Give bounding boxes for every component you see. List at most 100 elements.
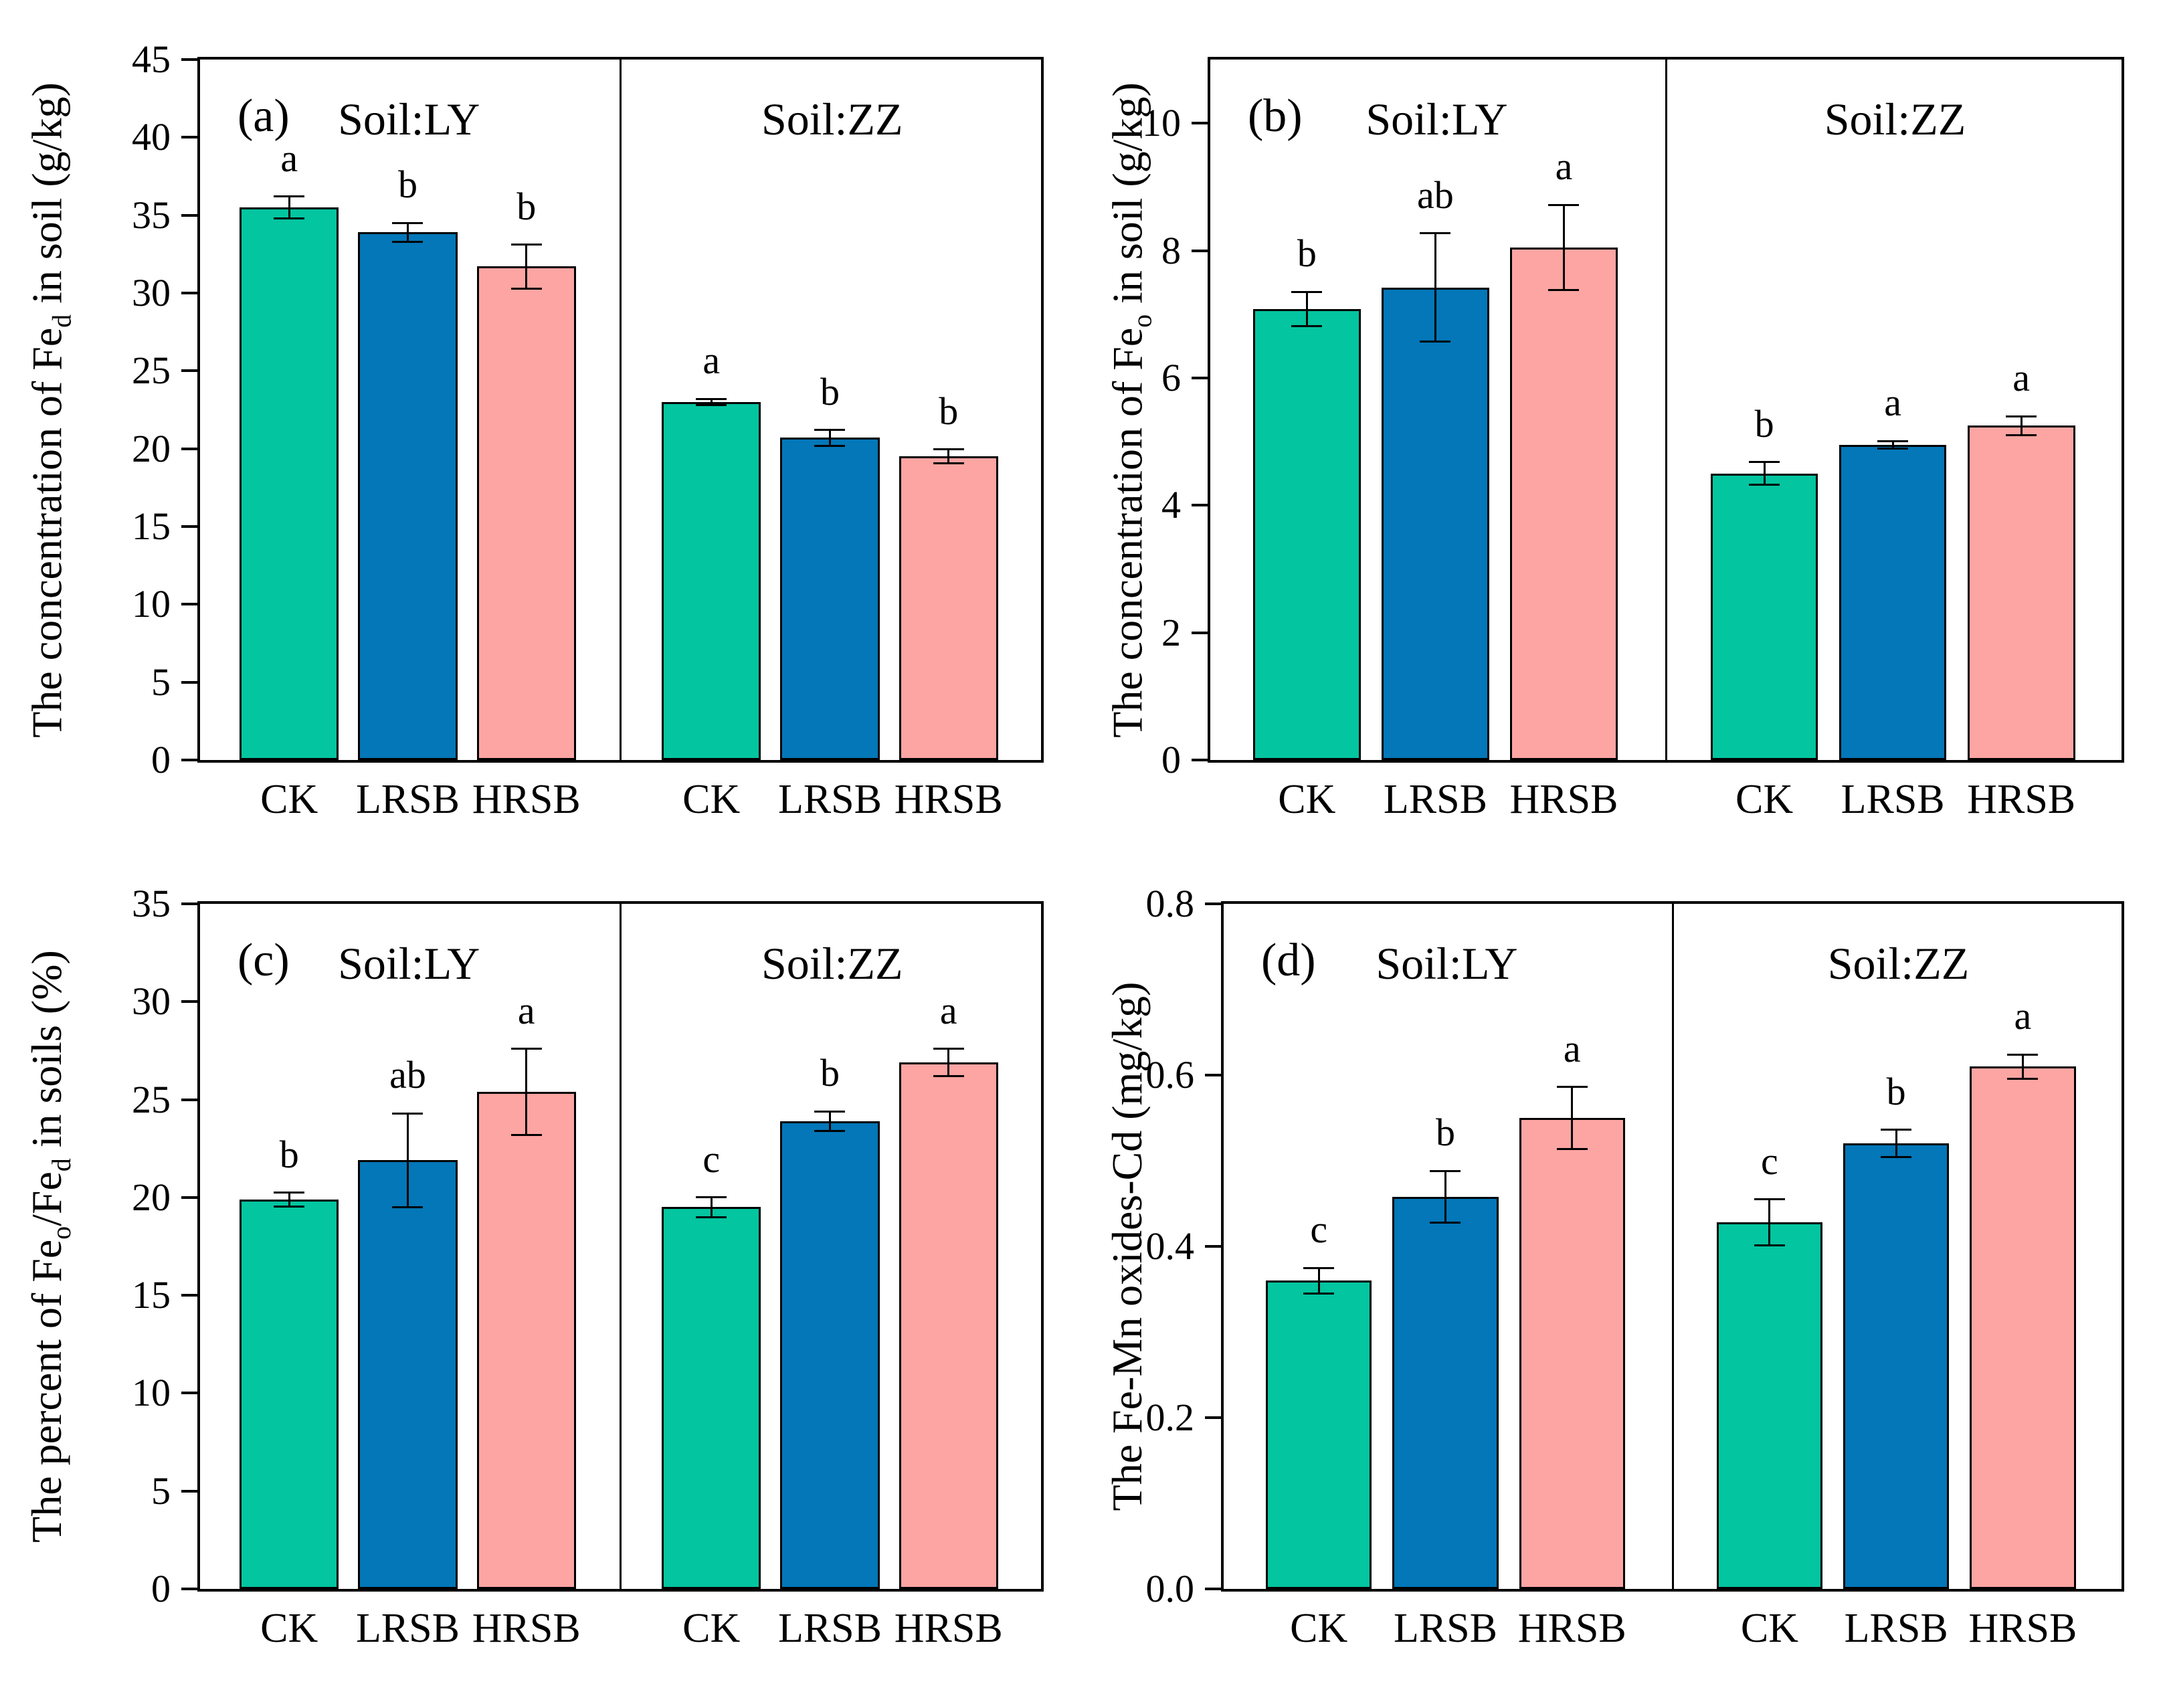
x-tick-label: CK bbox=[1290, 1606, 1348, 1651]
bar-ck-zz bbox=[1710, 473, 1818, 760]
y-tick-mark bbox=[1192, 249, 1208, 252]
significance-letter: a bbox=[1563, 1026, 1581, 1070]
y-tick-label: 20 bbox=[132, 426, 171, 470]
significance-letter: b bbox=[397, 163, 417, 207]
y-tick-label: 35 bbox=[132, 882, 171, 925]
error-bar-cap bbox=[933, 1074, 964, 1077]
y-tick-label: 25 bbox=[132, 1077, 171, 1121]
error-bar-cap bbox=[1548, 203, 1580, 206]
y-tick-mark bbox=[181, 136, 197, 139]
soil-group-title: Soil:ZZ bbox=[1827, 938, 1970, 989]
y-axis-label-text: The concentration of Fe bbox=[23, 327, 70, 738]
panel-d: The Fe-Mn oxides-Cd (mg/kg) c b a c b a 0.0 0.2 0… bbox=[1080, 854, 2161, 1707]
error-bar bbox=[1895, 1129, 1897, 1157]
bar-hrsb-zz bbox=[1970, 1066, 2076, 1589]
y-axis-label-text: /Fe bbox=[23, 1171, 70, 1226]
x-tick-label: HRSB bbox=[1509, 777, 1618, 822]
error-bar bbox=[1763, 462, 1766, 485]
soil-group-title: Soil:LY bbox=[338, 94, 480, 145]
x-tick-label: LRSB bbox=[777, 777, 882, 822]
error-bar bbox=[828, 1111, 831, 1131]
significance-letter: ab bbox=[1417, 173, 1454, 217]
y-tick-mark bbox=[1205, 1245, 1221, 1248]
error-bar bbox=[1317, 1268, 1320, 1294]
group-divider bbox=[620, 60, 622, 760]
error-bar-cap bbox=[510, 244, 542, 246]
error-bar-cap bbox=[696, 1216, 727, 1218]
panel-letter: (c) bbox=[238, 935, 290, 986]
y-tick-label: 20 bbox=[132, 1175, 171, 1219]
error-bar-cap bbox=[1430, 1169, 1461, 1172]
error-bar-cap bbox=[1556, 1147, 1588, 1150]
error-bar-cap bbox=[2006, 434, 2037, 437]
error-bar-cap bbox=[1754, 1198, 1785, 1201]
y-axis-label-subscript: d bbox=[46, 1158, 76, 1172]
x-tick-label: HRSB bbox=[1517, 1606, 1626, 1651]
error-bar-cap bbox=[1291, 325, 1323, 328]
significance-letter: a bbox=[939, 988, 957, 1032]
error-bar bbox=[710, 399, 713, 405]
y-tick-mark bbox=[1205, 903, 1221, 905]
x-tick-label: CK bbox=[682, 777, 741, 822]
x-tick-label: HRSB bbox=[1967, 777, 2076, 822]
bar-ck-zz bbox=[1716, 1222, 1823, 1589]
y-tick-label: 30 bbox=[132, 979, 171, 1024]
error-bar-cap bbox=[1881, 1129, 1912, 1131]
y-tick-mark bbox=[181, 525, 197, 528]
significance-letter: b bbox=[820, 1051, 840, 1095]
panel-letter: (a) bbox=[238, 90, 290, 142]
y-tick-label: 10 bbox=[1142, 101, 1181, 145]
error-bar-cap bbox=[274, 195, 305, 198]
panel-letter: (d) bbox=[1261, 935, 1316, 986]
y-axis-label-text: The percent of Fe bbox=[23, 1239, 70, 1543]
y-tick-mark bbox=[181, 447, 197, 450]
x-tick-label: LRSB bbox=[777, 1606, 882, 1651]
y-tick-mark bbox=[181, 1489, 197, 1493]
error-bar-cap bbox=[814, 429, 846, 432]
error-bar-cap bbox=[1420, 341, 1451, 343]
y-tick-mark bbox=[181, 1392, 197, 1395]
y-tick-mark bbox=[1205, 1074, 1221, 1076]
y-tick-mark bbox=[181, 1196, 197, 1199]
error-bar-cap bbox=[510, 287, 542, 290]
x-tick-label: HRSB bbox=[894, 1606, 1003, 1651]
plot-area: c b a c b a bbox=[1221, 901, 2124, 1592]
y-tick-label: 8 bbox=[1161, 228, 1181, 272]
soil-group-title: Soil:LY bbox=[1366, 94, 1508, 145]
error-bar-cap bbox=[2007, 1077, 2039, 1080]
y-tick-mark bbox=[1192, 759, 1208, 761]
error-bar-cap bbox=[1881, 1156, 1912, 1159]
error-bar bbox=[288, 1192, 290, 1206]
error-bar-cap bbox=[1749, 484, 1780, 486]
error-bar-cap bbox=[1303, 1292, 1335, 1295]
x-tick-label: CK bbox=[682, 1606, 741, 1651]
y-axis-label: The concentration of Feo in soil (g/kg) bbox=[1103, 57, 1157, 763]
significance-letter: b bbox=[820, 369, 840, 413]
error-bar-cap bbox=[2006, 415, 2037, 417]
bar-hrsb-zz bbox=[899, 456, 998, 760]
error-bar-cap bbox=[696, 404, 727, 407]
significance-letter: b bbox=[939, 389, 959, 433]
significance-letter: a bbox=[517, 988, 535, 1032]
y-tick-mark bbox=[181, 1588, 197, 1590]
significance-letter: c bbox=[1761, 1139, 1778, 1183]
error-bar-cap bbox=[814, 1129, 846, 1132]
error-bar-cap bbox=[933, 448, 964, 451]
x-tick-label: LRSB bbox=[355, 777, 460, 822]
error-bar-cap bbox=[1877, 440, 1909, 442]
y-axis-label-text: in soils (%) bbox=[23, 950, 70, 1159]
x-tick-label: HRSB bbox=[1968, 1606, 2077, 1651]
bar-lrsb-zz bbox=[1839, 444, 1947, 760]
y-axis-label: The concentration of Fed in soil (g/kg) bbox=[23, 57, 76, 763]
y-tick-label: 5 bbox=[151, 660, 171, 704]
y-tick-mark bbox=[181, 58, 197, 61]
y-tick-label: 4 bbox=[1161, 483, 1181, 527]
significance-letter: c bbox=[702, 1137, 721, 1181]
y-tick-mark bbox=[1205, 1588, 1221, 1590]
plot-area: a b b a b b bbox=[197, 57, 1044, 763]
error-bar-cap bbox=[392, 1112, 424, 1115]
y-axis-label-text: in soil (g/kg) bbox=[23, 82, 70, 314]
error-bar-cap bbox=[510, 1048, 542, 1050]
error-bar bbox=[406, 1113, 409, 1208]
y-axis-label-subscript: o bbox=[46, 1226, 76, 1240]
